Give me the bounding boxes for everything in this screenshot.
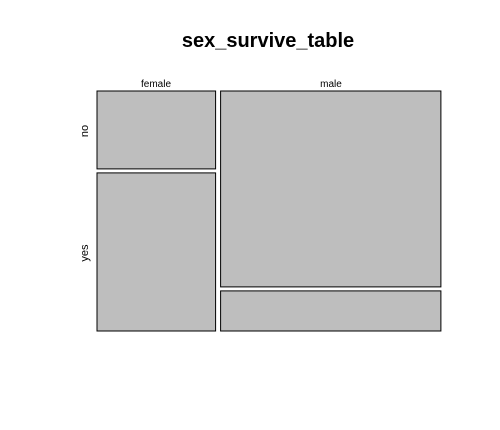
chart-title: sex_survive_table <box>182 30 354 52</box>
tile-male-yes <box>220 290 442 332</box>
row-label-no: no <box>79 125 91 137</box>
column-label-male: male <box>320 79 342 90</box>
mosaic-tiles <box>96 90 442 332</box>
column-label-female: female <box>141 79 171 90</box>
tile-female-yes <box>96 172 217 332</box>
tile-male-no <box>220 90 442 288</box>
tile-female-no <box>96 90 217 170</box>
row-label-yes: yes <box>79 244 91 262</box>
